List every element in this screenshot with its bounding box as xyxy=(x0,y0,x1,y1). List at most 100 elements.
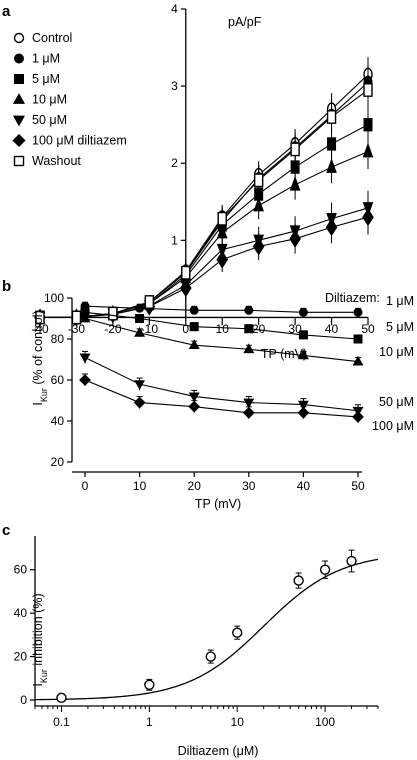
panel-b-xtick-label: 40 xyxy=(297,479,311,493)
panel-c-ytick-label: 20 xyxy=(14,650,28,664)
panel-a-legend-marker-5-m xyxy=(14,74,24,84)
panel-b-series-label-100-m: 100 μM xyxy=(372,419,414,433)
panel-a-point-5-m xyxy=(328,138,336,150)
panel-b-point-100-m xyxy=(79,374,91,386)
panel-b-point-5-m xyxy=(244,324,254,334)
panel-b-point-1-m xyxy=(353,307,363,317)
panel-a-point-washout xyxy=(145,296,153,308)
panel-b-xtick-label: 10 xyxy=(133,479,147,493)
panel-a-point-washout xyxy=(109,307,117,319)
panel-a-series-line-1-m xyxy=(40,82,368,317)
panel-b-series xyxy=(79,301,364,423)
panel-b-point-100-m xyxy=(188,400,201,413)
panel-a-point-100-m-diltiazem xyxy=(290,231,300,247)
panel-c-point xyxy=(56,692,67,704)
panel-a-legend-label-5-m: 5 μM xyxy=(32,72,60,86)
panel-c-fit-curve xyxy=(34,558,379,701)
panel-b-point-1-m xyxy=(298,307,308,317)
panel-a-xtick-label: 30 xyxy=(288,322,302,336)
panel-b-point-10-m xyxy=(134,327,146,337)
panel-b-point-10-m xyxy=(352,355,364,366)
panel-a-point-5-m xyxy=(364,118,372,130)
panel-c-series xyxy=(34,549,379,704)
panel-b-ylabel: IKur (% of control) xyxy=(31,310,49,405)
panel-a-legend-label-50-m: 50 μM xyxy=(32,113,67,127)
panel-a-series-line-50-m xyxy=(40,208,368,317)
panel-a-point-washout xyxy=(36,311,44,323)
panel-a-ytick-label: 2 xyxy=(171,156,178,170)
panel-b-point-1-m xyxy=(244,305,254,315)
panel-b-point-10-m xyxy=(79,312,91,323)
panel-b-series-label-5-m: 5 μM xyxy=(386,320,414,334)
panel-a-point-100-m-diltiazem xyxy=(181,280,191,296)
panel-c-point xyxy=(232,627,243,638)
panel-c-xtick-label: 0.1 xyxy=(53,715,70,729)
panel-a: a Control 1 μM 5 μM 10 μM 50 μM 100 μM diltia… xyxy=(2,2,375,361)
panel-b-ytick-label: 60 xyxy=(51,373,65,387)
panel-a-point-washout xyxy=(218,213,226,225)
panel-c-ylabel: IKur inhibition (%) xyxy=(31,593,49,686)
panel-a-xtick-label: 0 xyxy=(182,322,189,336)
panel-a-legend-marker-1-m xyxy=(14,53,24,64)
panel-c-ytick-label: 60 xyxy=(14,563,28,577)
panel-a-xtick-label: -10 xyxy=(141,322,159,336)
panel-b-point-100-m xyxy=(242,406,255,419)
panel-c-point xyxy=(346,555,357,567)
panel-b-point-100-m xyxy=(297,406,310,419)
panel-a-letter: a xyxy=(2,3,11,20)
panel-b-series-line-10-m xyxy=(84,317,359,363)
panel-b-point-100-m xyxy=(133,396,146,409)
panel-a-series-line-control xyxy=(40,75,368,318)
panel-b-letter: b xyxy=(2,278,11,295)
panel-b-ytick-label: 100 xyxy=(44,291,64,305)
panel-a-xtick-label: -40 xyxy=(31,322,49,336)
panel-b-point-1-m xyxy=(189,305,199,315)
panel-b-series-line-100-m xyxy=(84,379,359,418)
panel-c-xtick-label: 100 xyxy=(315,715,335,729)
panel-a-legend-marker-10-m xyxy=(12,93,26,104)
panel-a-point-washout xyxy=(255,174,263,186)
panel-a-point-washout xyxy=(364,84,372,96)
panel-b-point-50-m xyxy=(243,398,255,409)
panel-b-point-50-m xyxy=(79,353,91,364)
panel-a-legend-label-control: Control xyxy=(32,31,72,45)
panel-a-xtick-label: -20 xyxy=(104,322,122,336)
panel-b-series-line-1-m xyxy=(84,305,358,313)
panel-c-xlabel: Diltiazem (μM) xyxy=(178,744,259,758)
panel-a-legend-label-1-m: 1 μM xyxy=(32,52,60,66)
panel-a-ytick-label: 4 xyxy=(171,2,178,16)
panel-b-point-5-m xyxy=(189,322,199,332)
panel-a-legend-marker-washout xyxy=(13,155,25,167)
panel-b-point-1-m xyxy=(135,303,145,313)
panel-a-point-100-m-diltiazem xyxy=(253,238,263,254)
panel-a-xlabel: TP (mV) xyxy=(261,347,307,361)
panel-c: c 0 20 40 60 0.1 1 10 100 Diltiazem (μM) IKur i… xyxy=(2,522,379,758)
panel-b-series-label-1-m: 1 μM xyxy=(386,294,414,308)
panel-b-point-50-m xyxy=(134,380,146,390)
panel-b-legend-title: Diltiazem: xyxy=(325,291,380,305)
panel-b-ytick-label: 80 xyxy=(51,332,65,346)
panel-b-point-5-m xyxy=(298,330,308,340)
panel-a-point-10-m xyxy=(291,177,300,190)
panel-c-point xyxy=(293,575,304,586)
panel-b-point-10-m xyxy=(188,339,200,350)
panel-b-series-line-5-m xyxy=(84,311,359,340)
panel-a-xtick-label: -30 xyxy=(68,322,86,336)
panel-a-series-line-10-m xyxy=(40,152,368,318)
panel-a-units-label: pA/pF xyxy=(228,15,262,29)
panel-b-point-50-m xyxy=(188,392,200,403)
panel-a-legend-label-100-m-diltiazem: 100 μM diltiazem xyxy=(32,134,127,148)
panel-a-legend-marker-control xyxy=(13,32,25,44)
panel-a-series xyxy=(35,57,373,325)
panel-a-legend-label-washout: Washout xyxy=(32,154,81,168)
panel-c-point xyxy=(205,651,216,662)
panel-b-xtick-label: 30 xyxy=(242,479,256,493)
panel-a-legend-marker-50-m xyxy=(12,115,26,127)
panel-a-ytick-label: 1 xyxy=(171,233,178,247)
panel-a-point-washout xyxy=(328,111,336,123)
panel-b-xtick-label: 50 xyxy=(351,479,365,493)
panel-b-point-10-m xyxy=(243,343,255,354)
panel-a-legend: Control 1 μM 5 μM 10 μM 50 μM 100 μM diltiaze… xyxy=(12,31,127,168)
